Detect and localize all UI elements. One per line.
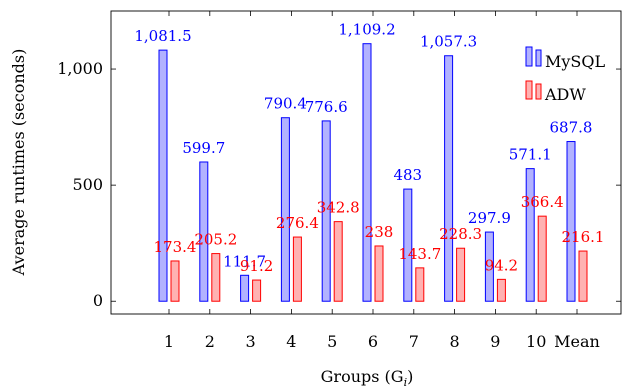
bar-mysql-3 bbox=[240, 274, 250, 302]
y-tick-label-500: 500 bbox=[72, 175, 103, 194]
data-label-mysql-7: 483 bbox=[393, 166, 422, 184]
data-label-mysql-2: 599.7 bbox=[182, 139, 225, 157]
x-tick-label-7: 7 bbox=[409, 332, 419, 351]
data-labels: 1,081.5 173.4 599.7 205.2 111.791.2 790.4 276.… bbox=[134, 21, 604, 275]
bar-adw-8 bbox=[456, 247, 466, 302]
y-axis-label: Average runtimes (seconds) bbox=[9, 49, 28, 277]
data-label-adw-2: 205.2 bbox=[194, 231, 237, 249]
bar-adw-10 bbox=[537, 215, 547, 302]
x-axis-label-main: Groups (G bbox=[321, 367, 404, 386]
data-label-adw-5: 342.8 bbox=[317, 199, 360, 217]
data-label-adw-1: 173.4 bbox=[154, 238, 197, 256]
legend-swatch-adw-a bbox=[525, 80, 533, 100]
bar-mysql-9 bbox=[484, 231, 494, 302]
bar-adw-6 bbox=[374, 245, 384, 302]
x-axis-label-subscript: i bbox=[404, 376, 408, 389]
legend-swatch-adw-b bbox=[535, 83, 542, 100]
x-tick-labels: 1 2 3 4 5 6 7 8 9 10 Mean bbox=[164, 332, 600, 351]
data-label-mysql-10: 571.1 bbox=[509, 146, 552, 164]
bar-mysql-8 bbox=[444, 55, 454, 302]
x-tick-label-1: 1 bbox=[164, 332, 174, 351]
data-label-adw-4: 276.4 bbox=[276, 214, 319, 232]
bar-adw-3 bbox=[252, 279, 262, 302]
bar-mysql-5 bbox=[321, 120, 331, 302]
x-tick-label-9: 9 bbox=[490, 332, 500, 351]
bar-mysql-mean bbox=[566, 141, 576, 302]
data-label-adw-6: 238 bbox=[365, 223, 394, 241]
bar-adw-1 bbox=[170, 260, 180, 302]
axis-ticks bbox=[111, 11, 621, 314]
legend: MySQL ADW bbox=[520, 40, 614, 104]
bar-adw-7 bbox=[415, 267, 425, 302]
bar-adw-4 bbox=[292, 236, 302, 302]
x-axis-label-close: ) bbox=[407, 367, 413, 386]
legend-label-mysql: MySQL bbox=[545, 52, 606, 71]
legend-swatch-mysql-b bbox=[535, 49, 542, 67]
x-tick-label-mean: Mean bbox=[554, 332, 600, 351]
bar-adw-2 bbox=[211, 253, 221, 302]
bar-mysql-7 bbox=[403, 188, 413, 302]
bar-mysql-1 bbox=[158, 49, 168, 302]
bar-mysql-4 bbox=[280, 117, 290, 302]
data-label-adw-10: 366.4 bbox=[521, 193, 564, 211]
bar-adw-5 bbox=[333, 221, 343, 302]
data-label-adw-mean: 216.1 bbox=[562, 228, 605, 246]
x-tick-label-8: 8 bbox=[450, 332, 460, 351]
data-label-mysql-8: 1,057.3 bbox=[420, 33, 477, 51]
data-label-mysql-3: 111.7 bbox=[223, 252, 266, 270]
data-label-adw-7: 143.7 bbox=[398, 245, 441, 263]
bar-mysql-2 bbox=[199, 161, 209, 302]
plot-area-frame bbox=[110, 10, 622, 315]
bar-mysql-10 bbox=[525, 168, 535, 302]
y-tick-labels: 0 500 1,000 bbox=[57, 59, 103, 310]
data-label-mysql-4: 790.4 bbox=[264, 95, 307, 113]
data-label-adw-3: 91.2 bbox=[240, 257, 273, 275]
x-tick-label-2: 2 bbox=[205, 332, 215, 351]
bar-adw-mean bbox=[578, 250, 588, 302]
x-tick-label-3: 3 bbox=[246, 332, 256, 351]
bars bbox=[158, 43, 588, 302]
data-label-mysql-6: 1,109.2 bbox=[338, 21, 395, 39]
data-label-mysql-1: 1,081.5 bbox=[134, 27, 191, 45]
data-label-mysql-9: 297.9 bbox=[468, 209, 511, 227]
x-tick-label-4: 4 bbox=[286, 332, 296, 351]
data-label-adw-8: 228.3 bbox=[439, 225, 482, 243]
bar-mysql-6 bbox=[362, 43, 372, 302]
x-tick-label-5: 5 bbox=[327, 332, 337, 351]
data-label-mysql-mean: 687.8 bbox=[550, 119, 593, 137]
legend-swatch-mysql-a bbox=[525, 46, 533, 67]
legend-label-adw: ADW bbox=[544, 85, 586, 104]
data-label-adw-9: 94.2 bbox=[485, 256, 518, 274]
bar-adw-9 bbox=[496, 278, 506, 302]
y-tick-label-1000: 1,000 bbox=[57, 59, 103, 78]
y-tick-label-0: 0 bbox=[93, 291, 103, 310]
x-tick-label-10: 10 bbox=[526, 332, 546, 351]
x-tick-label-6: 6 bbox=[368, 332, 378, 351]
x-axis-label: Groups (Gi) bbox=[321, 367, 414, 389]
data-label-mysql-5: 776.6 bbox=[305, 98, 348, 116]
